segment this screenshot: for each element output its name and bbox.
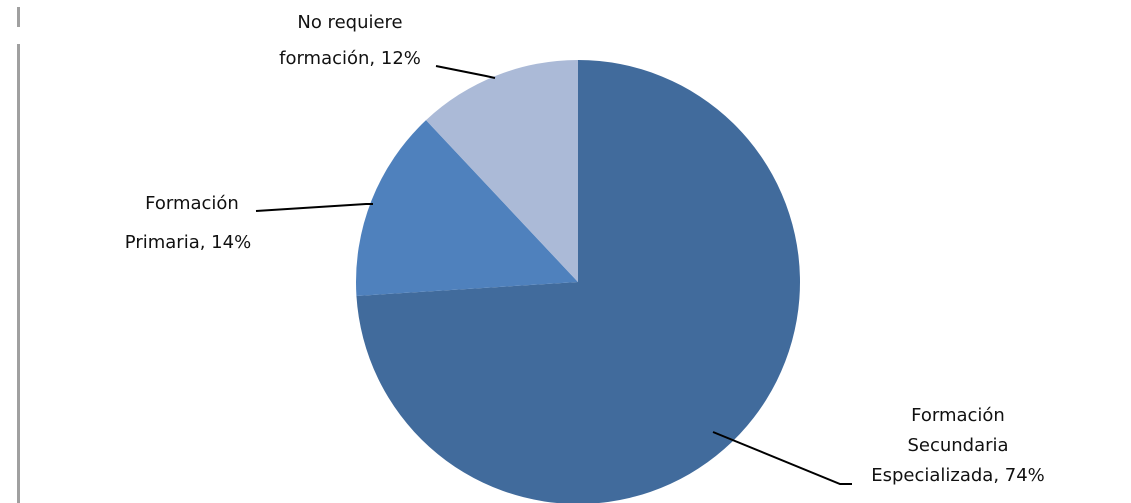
label-primaria-line2: Primaria, 14% — [125, 232, 251, 253]
label-no-requiere: No requiere formación, 12% — [279, 12, 496, 79]
label-secundaria-line2: Secundaria — [907, 435, 1008, 456]
frame-tick-top — [17, 7, 20, 27]
label-secundaria-line1: Formación — [911, 405, 1005, 426]
slice-secundaria — [356, 60, 800, 503]
slice-no-requiere — [426, 60, 578, 282]
leader-line-primaria — [255, 203, 373, 212]
label-primaria: Formación Primaria, 14% — [125, 193, 373, 253]
leader-line-secundaria — [712, 431, 852, 485]
label-secundaria: Formación Secundaria Especializada, 74% — [712, 405, 1045, 486]
slice-primaria — [356, 120, 578, 296]
label-no-requiere-line2: formación, 12% — [279, 48, 421, 69]
label-no-requiere-line1: No requiere — [297, 12, 402, 33]
label-secundaria-line3: Especializada, 74% — [871, 465, 1045, 486]
leader-line-no-requiere — [435, 65, 496, 79]
label-primaria-line1: Formación — [145, 193, 239, 214]
pie-slices — [356, 60, 800, 503]
frame-left-border — [17, 44, 20, 503]
